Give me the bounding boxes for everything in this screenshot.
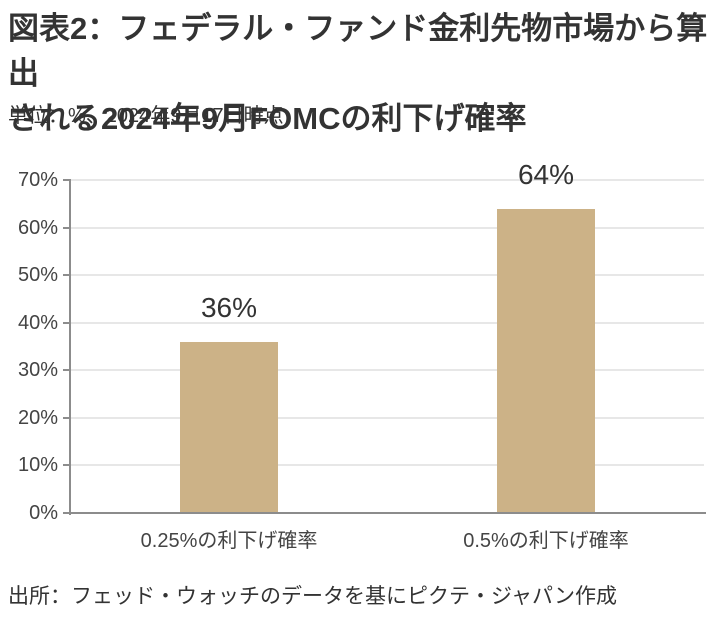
- y-axis-line: [69, 179, 71, 515]
- y-axis-tick-label-10%: 10%: [17, 454, 58, 477]
- chart-title: 図表2：フェデラル・ファンド金利先物市場から算出 される2024年9月FOMCの…: [8, 6, 722, 141]
- x-axis-category-label-1: 0.25%の利下げ確率: [140, 530, 318, 552]
- x-axis-category-label-2: 0.5%の利下げ確率: [463, 530, 629, 552]
- y-axis-tick-40: [63, 321, 70, 324]
- bar-0.5%の利下げ確率: [497, 209, 595, 513]
- y-axis-tick-60: [63, 226, 70, 229]
- gridline-50: [70, 274, 704, 277]
- gridline-10: [70, 464, 704, 467]
- chart-title-line2: される2024年9月FOMCの利下げ確率: [8, 101, 527, 136]
- gridline-70: [70, 179, 704, 181]
- gridline-30: [70, 369, 704, 372]
- source-note: 出所：フェッド・ウォッチのデータを基にピクテ・ジャパン作成: [8, 585, 617, 608]
- y-axis-tick-30: [63, 369, 70, 372]
- gridline-20: [70, 416, 704, 419]
- y-axis-tick-label-60%: 60%: [17, 216, 58, 239]
- y-axis-tick-label-30%: 30%: [17, 359, 58, 382]
- y-axis-tick-label-20%: 20%: [17, 406, 58, 429]
- chart-title-line1: 図表2：フェデラル・ファンド金利先物市場から算出: [8, 11, 708, 91]
- gridline-40: [70, 321, 704, 324]
- bar-0.25%の利下げ確率: [180, 342, 278, 513]
- bar-value-label-64%: 64%: [517, 159, 575, 190]
- y-axis-tick-10: [63, 464, 70, 467]
- gridline-60: [70, 226, 704, 229]
- y-axis-tick-label-0%: 0%: [29, 502, 58, 524]
- y-axis-tick-70: [63, 179, 70, 181]
- x-axis-line: [63, 512, 706, 514]
- y-axis-tick-label-40%: 40%: [17, 311, 58, 334]
- y-axis-tick-label-50%: 50%: [17, 264, 58, 287]
- bar-value-label-36%: 36%: [200, 292, 258, 323]
- y-axis-tick-50: [63, 274, 70, 277]
- y-axis-tick-20: [63, 416, 70, 419]
- y-axis-tick-label-70%: 70%: [17, 169, 58, 191]
- chart-subtitle: 単位：%、2024年9月17日時点: [8, 105, 284, 127]
